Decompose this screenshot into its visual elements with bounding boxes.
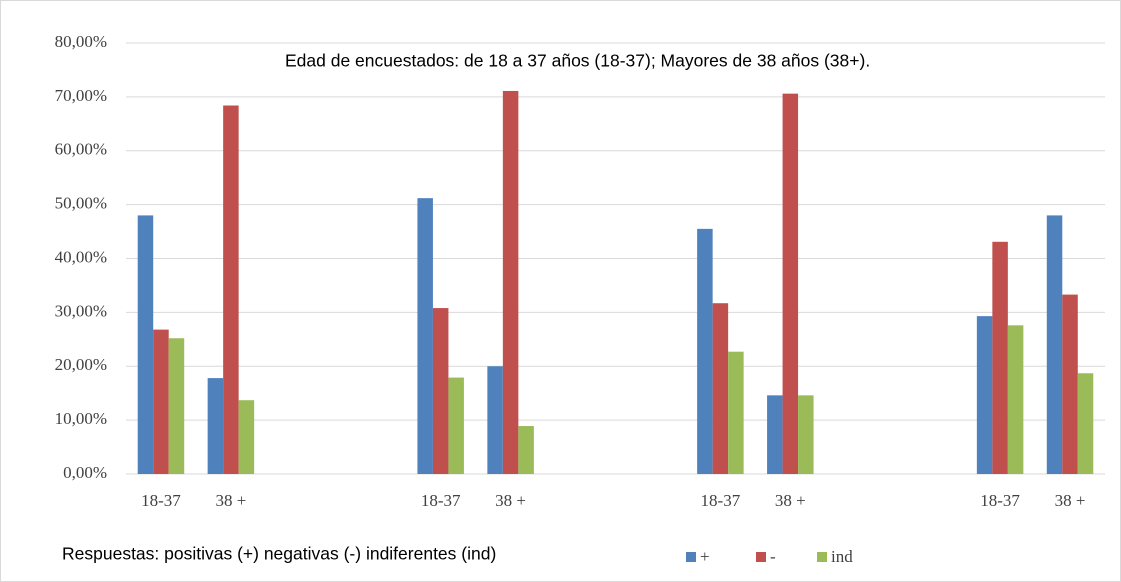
y-tick-label: 10,00%	[55, 409, 107, 428]
legend-swatch	[686, 552, 696, 562]
bar	[798, 395, 814, 474]
legend-label: ind	[831, 547, 853, 566]
bar	[137, 215, 154, 474]
bar	[417, 198, 433, 474]
y-tick-label: 60,00%	[55, 140, 107, 159]
bar	[487, 366, 503, 474]
x-tick-label: 38 +	[495, 491, 526, 510]
x-tick-label: 18-37	[980, 491, 1020, 510]
annotation: Edad de encuestados: de 18 a 37 años (18…	[285, 51, 870, 71]
bar	[976, 316, 993, 474]
bar	[432, 308, 449, 474]
bar	[168, 338, 185, 474]
bar	[1007, 325, 1024, 474]
y-tick-label: 40,00%	[55, 247, 107, 266]
bar	[207, 378, 224, 474]
x-tick-label: 38 +	[1055, 491, 1086, 510]
x-tick-label: 38 +	[215, 491, 246, 510]
y-tick-label: 20,00%	[55, 355, 107, 374]
bar	[502, 90, 519, 474]
bar	[767, 395, 783, 474]
bar	[223, 105, 239, 475]
x-tick-label: 38 +	[775, 491, 806, 510]
legend-label: -	[770, 547, 776, 566]
bar	[697, 228, 713, 474]
bar	[153, 329, 169, 474]
bar	[712, 303, 729, 474]
legend-swatch	[756, 552, 766, 562]
legend-swatch	[817, 552, 827, 562]
bar	[992, 241, 1008, 474]
bar	[1046, 215, 1063, 474]
bar	[1077, 373, 1094, 474]
x-tick-label: 18-37	[141, 491, 181, 510]
x-tick-label: 18-37	[701, 491, 741, 510]
legend-label: +	[700, 547, 710, 566]
bar	[728, 351, 744, 474]
y-tick-label: 30,00%	[55, 301, 107, 320]
y-tick-label: 80,00%	[55, 32, 107, 51]
bar	[518, 426, 534, 474]
x-tick-label: 18-37	[421, 491, 461, 510]
bar	[782, 93, 799, 474]
y-tick-label: 0,00%	[63, 463, 107, 482]
y-tick-label: 50,00%	[55, 194, 107, 213]
x-axis-label: Respuestas: positivas (+) negativas (-) …	[62, 544, 496, 564]
bar	[448, 377, 464, 474]
bar	[238, 400, 255, 474]
bar	[1062, 294, 1078, 474]
y-tick-label: 70,00%	[55, 86, 107, 105]
